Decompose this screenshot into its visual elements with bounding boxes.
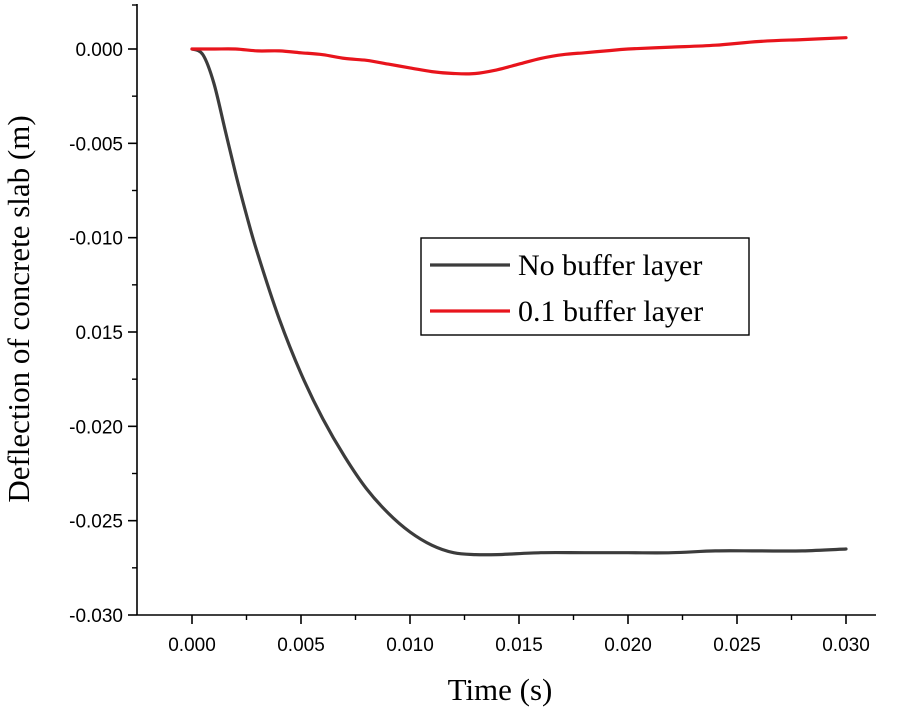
y-tick-label: -0.005: [69, 134, 123, 155]
x-tick-label: 0.000: [168, 635, 216, 656]
y-tick-label: 0.015: [75, 323, 123, 344]
series-line-0: [190, 47, 848, 557]
x-tick-label: 0.025: [713, 635, 761, 656]
y-tick-label: -0.030: [69, 606, 123, 627]
x-tick-label: 0.010: [386, 635, 434, 656]
legend-label-0: No buffer layer: [518, 249, 702, 282]
y-tick-label: 0.000: [75, 40, 123, 61]
axes: 0.000 -0.005 -0.010 0.015 -0.020 -0.025 -0.030…: [69, 4, 876, 656]
legend-label-1: 0.1 buffer layer: [518, 295, 703, 328]
y-axis-title: Deflection of concrete slab (m): [1, 115, 36, 502]
plot-lines: [190, 36, 848, 557]
legend: No buffer layer 0.1 buffer layer: [420, 237, 750, 336]
x-tick-label: 0.020: [604, 635, 652, 656]
x-tick-label: 0.005: [277, 635, 325, 656]
legend-box: [420, 237, 750, 336]
x-tick-label: 0.030: [822, 635, 870, 656]
x-axis-title: Time (s): [448, 672, 553, 707]
series-line-1: [190, 36, 848, 76]
x-tick-label: 0.015: [495, 635, 543, 656]
y-tick-label: -0.025: [69, 512, 123, 533]
y-tick-label: -0.010: [69, 229, 123, 250]
y-tick-label: -0.020: [69, 417, 123, 438]
